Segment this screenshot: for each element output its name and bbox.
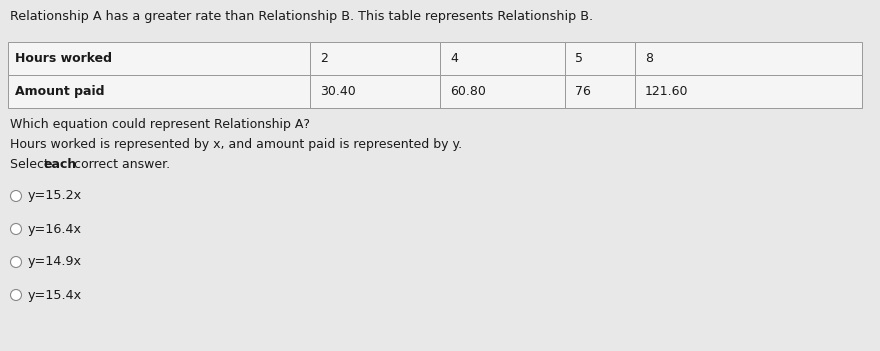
Bar [310, 42, 440, 75]
Bar [440, 42, 565, 75]
Text: Hours worked is represented by x, and amount paid is represented by y.: Hours worked is represented by x, and am… [10, 138, 462, 151]
Bar [8, 75, 310, 108]
Circle shape [11, 224, 21, 234]
Text: Hours worked: Hours worked [15, 52, 112, 65]
Text: Relationship A has a greater rate than Relationship B. This table represents Rel: Relationship A has a greater rate than R… [10, 10, 593, 23]
Text: y=15.2x: y=15.2x [28, 190, 82, 203]
Bar [8, 42, 310, 75]
Text: 121.60: 121.60 [645, 85, 688, 98]
Text: Amount paid: Amount paid [15, 85, 105, 98]
Bar [440, 75, 565, 108]
Text: 60.80: 60.80 [450, 85, 486, 98]
Text: Which equation could represent Relationship A?: Which equation could represent Relations… [10, 118, 310, 131]
Text: 8: 8 [645, 52, 653, 65]
Circle shape [11, 191, 21, 201]
Bar [310, 75, 440, 108]
Text: correct answer.: correct answer. [70, 158, 170, 171]
Circle shape [11, 257, 21, 267]
Bar [635, 75, 862, 108]
Text: 76: 76 [575, 85, 590, 98]
Text: 30.40: 30.40 [320, 85, 356, 98]
Text: y=14.9x: y=14.9x [28, 256, 82, 269]
Text: 2: 2 [320, 52, 328, 65]
Bar [635, 42, 862, 75]
Circle shape [11, 290, 21, 300]
Text: 5: 5 [575, 52, 583, 65]
Text: y=16.4x: y=16.4x [28, 223, 82, 236]
Text: y=15.4x: y=15.4x [28, 289, 82, 302]
Bar [565, 75, 635, 108]
Text: Select: Select [10, 158, 53, 171]
Text: each: each [43, 158, 77, 171]
Text: 4: 4 [450, 52, 458, 65]
Bar [565, 42, 635, 75]
